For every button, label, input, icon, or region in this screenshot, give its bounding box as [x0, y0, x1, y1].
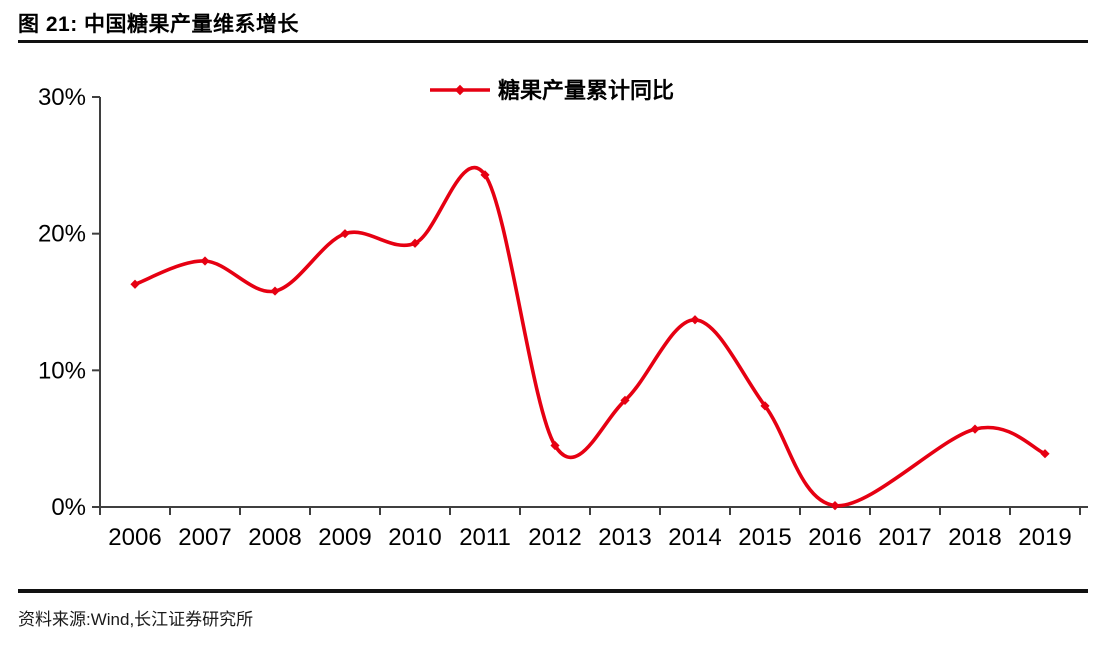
data-point-marker — [1040, 449, 1050, 459]
x-tick-label: 2008 — [248, 524, 301, 551]
x-tick-label: 2012 — [528, 524, 581, 551]
y-tick-label: 10% — [38, 357, 86, 384]
x-tick-label: 2014 — [668, 524, 721, 551]
series-line — [133, 165, 1047, 508]
data-point-marker — [200, 256, 210, 266]
x-tick-label: 2009 — [318, 524, 371, 551]
y-tick-label: 0% — [51, 494, 86, 521]
data-point-marker — [830, 501, 840, 511]
figure-title: 图 21: 中国糖果产量维系增长 — [18, 13, 300, 36]
title-underline — [18, 40, 1088, 43]
data-point-marker — [620, 395, 630, 405]
x-tick-label: 2018 — [948, 524, 1001, 551]
data-point-marker — [480, 170, 490, 180]
footer-divider — [18, 589, 1088, 593]
x-tick-label: 2010 — [388, 524, 441, 551]
legend-label: 糖果产量累计同比 — [498, 78, 674, 103]
data-point-marker — [760, 401, 770, 411]
x-tick-label: 2019 — [1018, 524, 1071, 551]
x-tick-label: 2006 — [108, 524, 161, 551]
x-tick-label: 2013 — [598, 524, 651, 551]
data-point-marker — [970, 424, 980, 434]
x-tick-label: 2011 — [459, 524, 511, 551]
data-point-marker — [690, 315, 700, 325]
y-tick-label: 30% — [38, 84, 86, 111]
y-tick-label: 20% — [38, 221, 86, 248]
x-tick-label: 2007 — [178, 524, 231, 551]
x-tick-label: 2015 — [738, 524, 791, 551]
data-point-marker — [130, 279, 140, 289]
data-point-marker — [550, 440, 560, 451]
data-point-marker — [340, 229, 350, 239]
x-tick-label: 2016 — [808, 524, 861, 551]
legend-marker-icon — [454, 84, 466, 96]
data-point-marker — [270, 286, 280, 296]
x-tick-label: 2017 — [878, 524, 931, 551]
source-note: 资料来源:Wind,长江证券研究所 — [18, 610, 254, 629]
data-point-marker — [410, 238, 420, 248]
